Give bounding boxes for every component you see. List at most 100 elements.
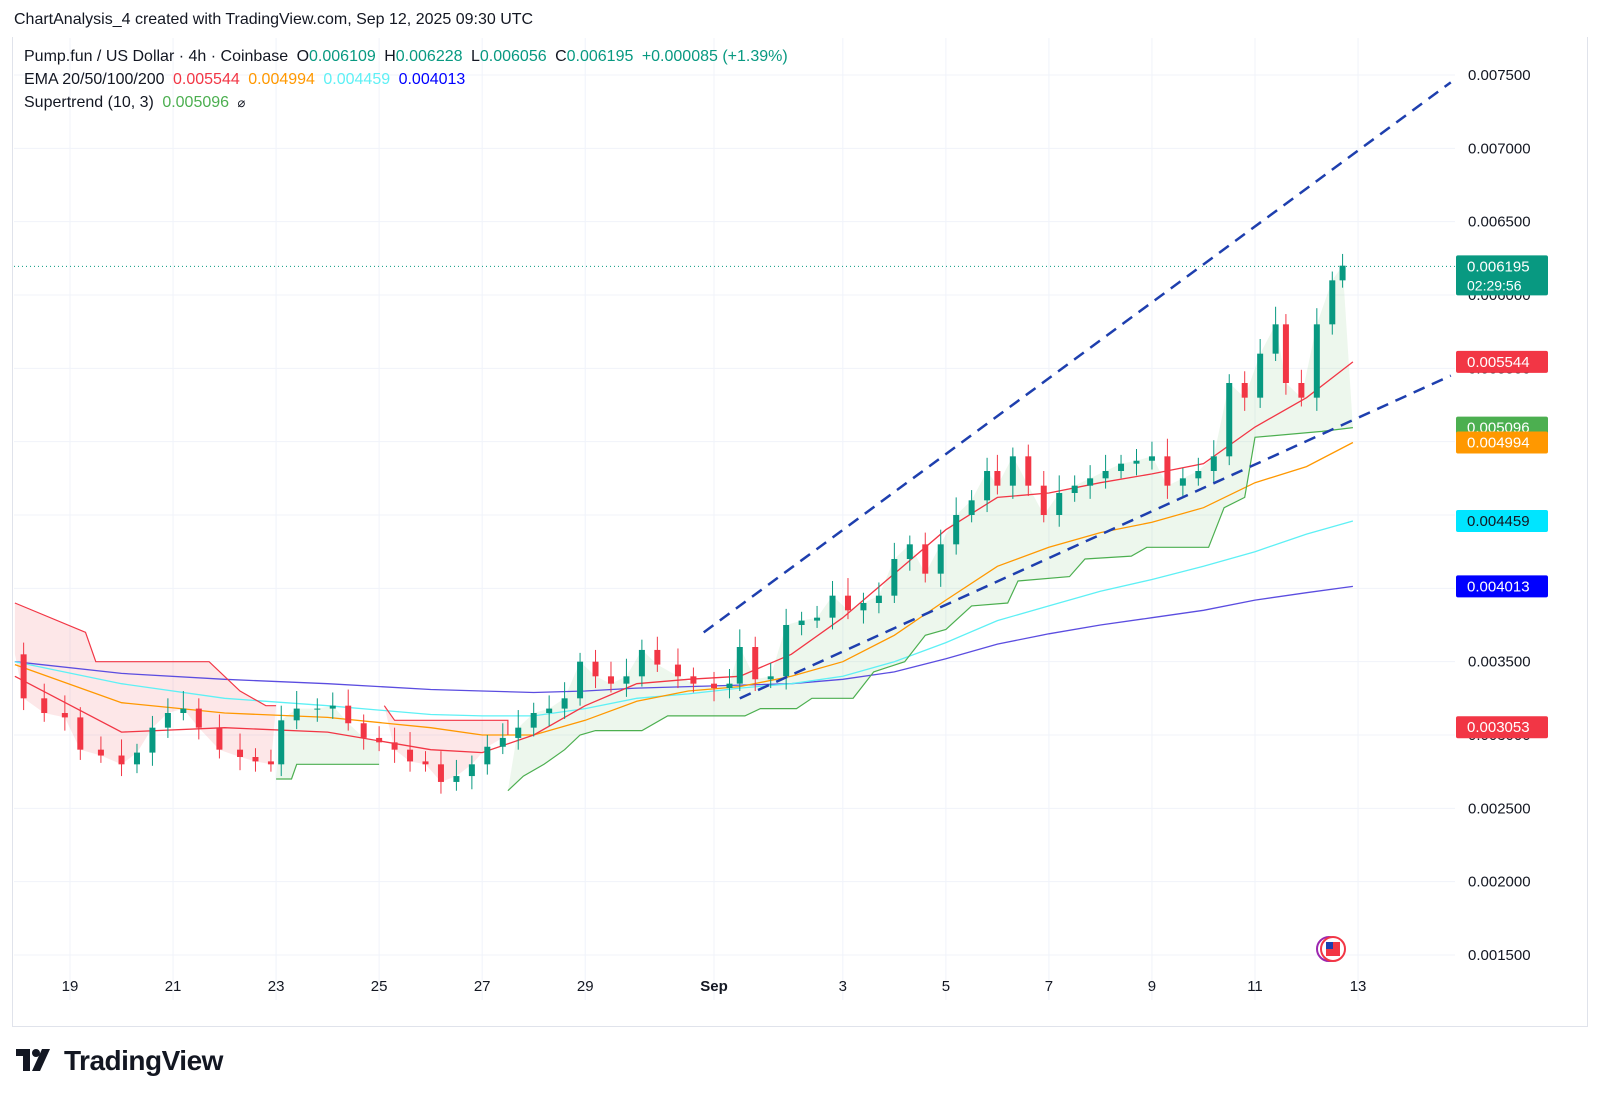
price-tag-bg xyxy=(1456,575,1548,598)
tradingview-logo-icon xyxy=(16,1049,50,1071)
candle-body xyxy=(638,649,645,677)
candle xyxy=(77,707,84,760)
candle-body xyxy=(1009,456,1016,486)
candle-body xyxy=(515,727,522,738)
y-tick-label: 0.007000 xyxy=(1468,140,1531,157)
candle xyxy=(216,714,223,759)
candle-body xyxy=(216,727,223,750)
ema200-value: 0.004013 xyxy=(398,71,466,88)
candle xyxy=(391,727,398,763)
candle-body xyxy=(1148,456,1155,461)
x-tick-label: 7 xyxy=(1045,978,1053,995)
ema-legend[interactable]: EMA 20/50/100/200 0.005544 0.004994 0.00… xyxy=(24,70,469,90)
tradingview-brand: TradingView xyxy=(64,1045,223,1076)
y-tick-label: 0.001500 xyxy=(1468,947,1531,964)
ema20-value: 0.005544 xyxy=(173,71,240,88)
candle-body xyxy=(1164,456,1171,486)
candle-body xyxy=(164,713,171,728)
candle-body xyxy=(860,603,867,611)
candle-body xyxy=(437,764,444,782)
close-label: C xyxy=(555,48,567,65)
candle-body xyxy=(875,595,882,603)
candle-body xyxy=(1102,471,1109,479)
candle xyxy=(654,636,661,672)
x-tick-label: 27 xyxy=(474,978,491,995)
supertrend-value: 0.005096 xyxy=(162,94,230,111)
candle xyxy=(484,735,491,775)
candle xyxy=(149,715,156,766)
candle-body xyxy=(468,764,475,777)
x-tick-label: 25 xyxy=(371,978,388,995)
candle-body xyxy=(561,698,568,709)
candle xyxy=(1210,440,1217,483)
candle-body xyxy=(118,755,125,765)
candle-body xyxy=(407,749,414,762)
supertrend-bear-line xyxy=(14,602,277,707)
channel-lower-line xyxy=(739,374,1452,700)
candle-body xyxy=(133,752,140,765)
candle-body xyxy=(237,749,244,757)
y-tick-label: 0.003500 xyxy=(1468,654,1531,671)
candle-body xyxy=(906,544,913,559)
candle-body xyxy=(149,727,156,753)
price-tag: 0.005544 xyxy=(1456,350,1548,373)
candle xyxy=(752,636,759,691)
candle xyxy=(1241,371,1248,411)
candle-body xyxy=(783,625,790,677)
symbol-title: Pump.fun / US Dollar · 4h · Coinbase xyxy=(24,48,289,65)
price-tag: 0.004013 xyxy=(1456,575,1548,598)
candle xyxy=(360,714,367,750)
flag-canton xyxy=(1326,942,1333,949)
x-tick-label: 23 xyxy=(268,978,285,995)
grid-lines xyxy=(14,38,1455,1000)
candle xyxy=(711,671,718,702)
x-tick-label: 21 xyxy=(165,978,182,995)
ema100-value: 0.004459 xyxy=(323,71,391,88)
price-tag-bg xyxy=(1456,431,1548,454)
candle xyxy=(278,705,285,777)
candle xyxy=(376,726,383,752)
candle xyxy=(314,698,321,722)
x-tick-label: 3 xyxy=(839,978,847,995)
candle-body xyxy=(726,683,733,689)
candle-body xyxy=(1071,485,1078,493)
candle xyxy=(1282,314,1289,395)
candle-body xyxy=(345,705,352,724)
price-tag-value: 0.004459 xyxy=(1467,513,1530,530)
candle xyxy=(530,702,537,737)
candle xyxy=(767,663,774,689)
hidden-eye-icon[interactable]: ⌀ xyxy=(237,95,246,110)
candle-body xyxy=(1272,324,1279,354)
candle-body xyxy=(61,713,68,718)
candle-body xyxy=(1087,478,1094,486)
price-tag: 0.004459 xyxy=(1456,510,1548,533)
supertrend-bull-fill xyxy=(276,705,380,779)
supertrend-bull-fill xyxy=(507,265,1353,791)
candle-body xyxy=(252,757,259,762)
candle xyxy=(607,661,614,693)
candle-body xyxy=(391,742,398,750)
candle-body xyxy=(984,471,991,501)
candle xyxy=(1329,271,1336,335)
candle-body xyxy=(844,595,851,611)
y-tick-label: 0.007500 xyxy=(1468,67,1531,84)
high-value: 0.006228 xyxy=(395,48,463,65)
candle xyxy=(798,611,805,636)
candle xyxy=(1195,457,1202,486)
candle xyxy=(1040,471,1047,523)
low-value: 0.006056 xyxy=(479,48,547,65)
candle xyxy=(1009,447,1016,499)
candle-body xyxy=(422,761,429,765)
supertrend-bear-fill xyxy=(384,705,508,782)
supertrend-label: Supertrend (10, 3) xyxy=(24,94,154,111)
candle xyxy=(814,605,821,628)
price-tag-bg xyxy=(1456,255,1548,296)
candle xyxy=(577,652,584,706)
candle xyxy=(1087,465,1094,499)
candle xyxy=(726,669,733,699)
candle-body xyxy=(1329,280,1336,325)
supertrend-legend[interactable]: Supertrend (10, 3) 0.005096 ⌀ xyxy=(24,93,249,113)
tradingview-logo[interactable]: TradingView xyxy=(16,1045,223,1077)
candle xyxy=(829,581,836,630)
